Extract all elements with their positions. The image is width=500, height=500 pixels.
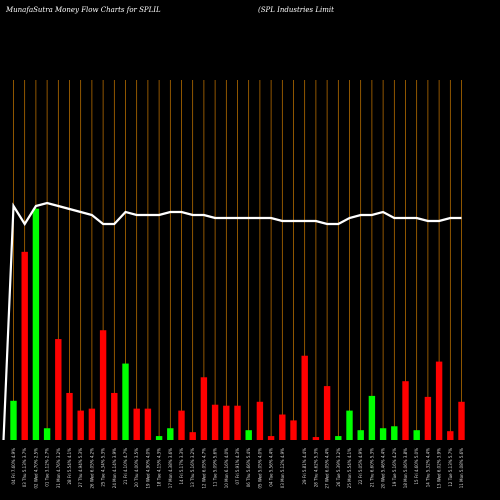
money-flow-bar	[357, 430, 364, 440]
money-flow-line	[2, 201, 462, 441]
x-tick-label: 26 Tue 5.39% 3.2%	[336, 448, 341, 487]
money-flow-bar	[413, 430, 420, 440]
money-flow-bar	[301, 355, 308, 440]
money-flow-bar	[424, 396, 432, 440]
x-tick-label: 21 Fri 4.10% 4.7%	[123, 448, 128, 485]
x-tick-label: 20 Wed 5.46% 4.4%	[381, 448, 386, 489]
money-flow-bar	[379, 428, 387, 440]
money-flow-bar	[66, 392, 73, 440]
money-flow-bar	[178, 410, 185, 440]
money-flow-bar	[77, 410, 84, 440]
x-tick-label: 19 Tue 5.16% 4.2%	[392, 448, 397, 487]
money-flow-bar	[55, 339, 62, 440]
money-flow-bar	[267, 436, 275, 440]
money-flow-bar	[111, 392, 118, 440]
x-tick-label: 04 Tue 5.56% 4.4%	[269, 448, 274, 487]
money-flow-bar	[133, 408, 140, 440]
money-flow-bar	[402, 381, 409, 440]
money-flow-bar	[447, 431, 454, 440]
x-axis-labels: 04 Fri 7.60% 4.9% 03 Thu 5.13% 3.7% 02 Wed…	[11, 448, 464, 489]
x-tick-label: 06 Thu 5.66% 5.4%	[246, 448, 251, 487]
money-flow-bar	[189, 432, 196, 440]
x-tick-label: 13 Wed 6.02% 3.9%	[437, 448, 442, 489]
money-flow-bar	[323, 386, 331, 440]
x-tick-label: 04 Fri 7.60% 4.9%	[11, 448, 16, 485]
money-flow-bar	[88, 408, 96, 440]
money-flow-bar	[279, 414, 286, 440]
money-flow-bar	[234, 405, 241, 440]
money-flow-bars	[10, 208, 465, 440]
x-tick-label: 10 Mon 6.16% 4.0%	[224, 448, 229, 488]
x-tick-label: 15 Fri 4.60% 5.0%	[414, 448, 419, 485]
money-flow-bar	[10, 400, 17, 440]
x-tick-label: 11 Mon 5.08% 5.6%	[459, 448, 464, 488]
money-flow-bar	[368, 395, 376, 440]
chart-title: MunafaSutra Money Flow Charts for SPLIL	[6, 6, 161, 14]
money-flow-bar	[167, 428, 174, 440]
x-tick-label: 25 Mon 5.54% 4.1%	[347, 448, 352, 488]
money-flow-bar	[458, 401, 465, 440]
x-tick-label: 31 Mon 4.76% 3.2%	[56, 448, 61, 488]
x-tick-label: 03 Mon 5.12% 4.9%	[280, 448, 285, 488]
money-flow-bar	[211, 404, 219, 440]
money-flow-bar	[122, 363, 129, 440]
x-tick-label: 02 Wed 4.70% 2.5%	[33, 448, 38, 489]
x-tick-label: 18 Mon 5.06% 3.8%	[403, 448, 408, 488]
money-flow-bar	[155, 436, 163, 440]
x-tick-label: 28 Thu 4.62% 5.3%	[313, 448, 318, 487]
money-flow-bar	[32, 208, 40, 440]
x-tick-label: 14 Fri 5.17% 3.3%	[179, 448, 184, 485]
x-tick-label: 29 Fri 5.81% 4.4%	[302, 448, 307, 485]
money-flow-bar	[144, 408, 152, 440]
x-tick-label: 25 Tue 4.34% 5.3%	[101, 448, 106, 487]
x-tick-label: 12 Wed 6.05% 4.7%	[201, 448, 206, 489]
x-tick-label: 01 Tue 3.12% 2.7%	[45, 448, 50, 487]
x-tick-label: 18 Tue 4.15% 4.3%	[157, 448, 162, 487]
vertical-grid	[13, 80, 462, 440]
x-tick-label: 05 Wed 5.05% 4.0%	[257, 448, 262, 489]
money-flow-bar	[435, 361, 443, 440]
money-flow-bar	[391, 426, 398, 440]
money-flow-bar	[99, 330, 107, 440]
x-tick-label: 19 Wed 4.90% 4.0%	[145, 448, 150, 489]
x-tick-label: 26 Wed 6.05% 4.2%	[89, 448, 94, 489]
x-tick-label: 27 Thu 4.94% 5.3%	[78, 448, 83, 487]
x-tick-label: 14 Thu 5.32% 4.4%	[425, 448, 430, 487]
money-flow-bar	[223, 405, 230, 440]
x-tick-label: 11 Tue 5.09% 5.6%	[213, 448, 218, 487]
money-flow-bar	[290, 420, 297, 440]
chart-subtitle: (SPL Industries Limit	[258, 6, 334, 14]
money-flow-bar	[256, 401, 264, 440]
x-tick-label: 22 Fri 5.05% 4.9%	[358, 448, 363, 485]
money-flow-bar	[200, 377, 208, 440]
money-flow-bar	[346, 410, 353, 440]
x-tick-label: 12 Tue 5.13% 5.7%	[448, 448, 453, 487]
x-tick-label: 07 Fri 5.91% 4.3%	[235, 448, 240, 485]
x-tick-label: 21 Thu 6.60% 5.3%	[369, 448, 374, 487]
x-tick-label: 24 Mon 4.14% 3.9%	[112, 448, 117, 488]
x-tick-label: 03 Thu 5.13% 3.7%	[22, 448, 27, 487]
x-tick-label: 17 Mon 4.38% 3.6%	[168, 448, 173, 488]
money-flow-bar	[245, 430, 252, 440]
x-tick-label: 13 Thu 5.16% 3.2%	[190, 448, 195, 487]
x-tick-label: 27 Wed 6.05% 4.4%	[325, 448, 330, 489]
money-flow-bar	[43, 428, 51, 440]
x-tick-label: 28 Fri 5.54% 4.1%	[67, 448, 72, 485]
money-flow-bar	[312, 437, 320, 440]
money-flow-bar	[21, 251, 28, 440]
money-flow-bar	[335, 436, 342, 440]
x-tick-label: 20 Thu 4.00% 3.5%	[134, 448, 139, 487]
